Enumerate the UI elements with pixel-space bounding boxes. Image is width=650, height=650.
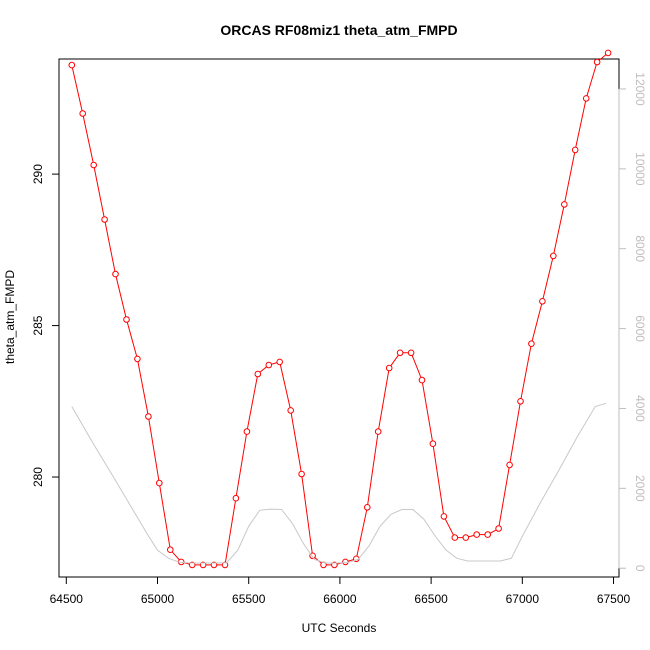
series-layer: [68, 49, 612, 569]
data-point: [331, 561, 338, 569]
y-axis-left: 280 285 290: [31, 164, 60, 487]
y2-tick-label: 12000: [633, 72, 647, 106]
data-point: [561, 201, 568, 208]
x-tick-label: 65500: [232, 592, 266, 606]
x-tick-label: 67500: [597, 592, 631, 606]
data-point: [123, 316, 130, 323]
x-axis-label: UTC Seconds: [302, 621, 377, 635]
data-point: [506, 461, 513, 469]
data-point: [145, 413, 152, 420]
data-point: [101, 216, 108, 223]
data-point: [243, 428, 251, 435]
y2-tick-label: 4000: [633, 395, 647, 422]
data-point: [484, 531, 492, 538]
data-point: [473, 531, 481, 538]
primary-series-line: [71, 52, 609, 566]
x-tick-label: 67000: [506, 592, 540, 606]
data-point: [210, 561, 218, 569]
data-point: [276, 358, 284, 366]
data-point: [232, 494, 240, 502]
x-tick-label: 66500: [414, 592, 448, 606]
data-point: [604, 49, 612, 57]
data-point: [68, 61, 76, 69]
data-point: [495, 525, 502, 532]
data-point: [364, 504, 371, 511]
data-point: [374, 428, 382, 435]
data-point: [134, 355, 141, 363]
data-point: [385, 364, 393, 372]
data-point: [582, 95, 590, 102]
x-tick-label: 66000: [323, 592, 357, 606]
chart-title: ORCAS RF08miz1 theta_atm_FMPD: [220, 22, 457, 38]
data-point: [528, 340, 535, 348]
data-point: [199, 561, 207, 569]
data-point: [342, 558, 349, 566]
data-point: [440, 513, 448, 520]
y-tick-label: 290: [31, 164, 45, 184]
x-tick-label: 64500: [50, 592, 84, 606]
data-point: [593, 58, 601, 66]
data-point: [254, 370, 262, 378]
data-point: [462, 534, 470, 541]
x-axis: 64500 65000 65500 66000 66500 67000 67500: [50, 576, 631, 606]
data-point: [539, 298, 546, 305]
data-point: [112, 270, 119, 278]
y-axis-label: theta_atm_FMPD: [3, 270, 17, 364]
data-point: [265, 361, 273, 369]
y2-tick-label: 6000: [633, 315, 647, 342]
data-point: [79, 110, 86, 117]
x-tick-label: 65000: [141, 592, 175, 606]
y2-tick-label: 8000: [633, 235, 647, 262]
y2-tick-label: 10000: [633, 152, 647, 186]
data-point: [451, 534, 459, 541]
y2-tick-label: 2000: [633, 475, 647, 502]
data-point: [221, 561, 229, 569]
data-point: [188, 561, 196, 569]
secondary-series-line: [71, 402, 607, 564]
data-point: [167, 546, 174, 554]
data-point: [550, 252, 557, 260]
data-point: [407, 349, 415, 357]
data-point: [396, 349, 404, 357]
data-point: [571, 146, 579, 154]
data-point: [90, 161, 97, 169]
y-axis-right: 0 2000 4000 6000 8000 10000 12000: [618, 72, 647, 572]
data-point: [287, 407, 295, 414]
data-point: [517, 398, 524, 405]
y-tick-label: 285: [31, 315, 45, 335]
data-point: [429, 440, 437, 448]
data-point: [418, 376, 426, 384]
data-point: [156, 479, 163, 487]
y2-tick-label: 0: [633, 565, 647, 572]
data-point: [298, 470, 305, 478]
y-tick-label: 280: [31, 467, 45, 487]
